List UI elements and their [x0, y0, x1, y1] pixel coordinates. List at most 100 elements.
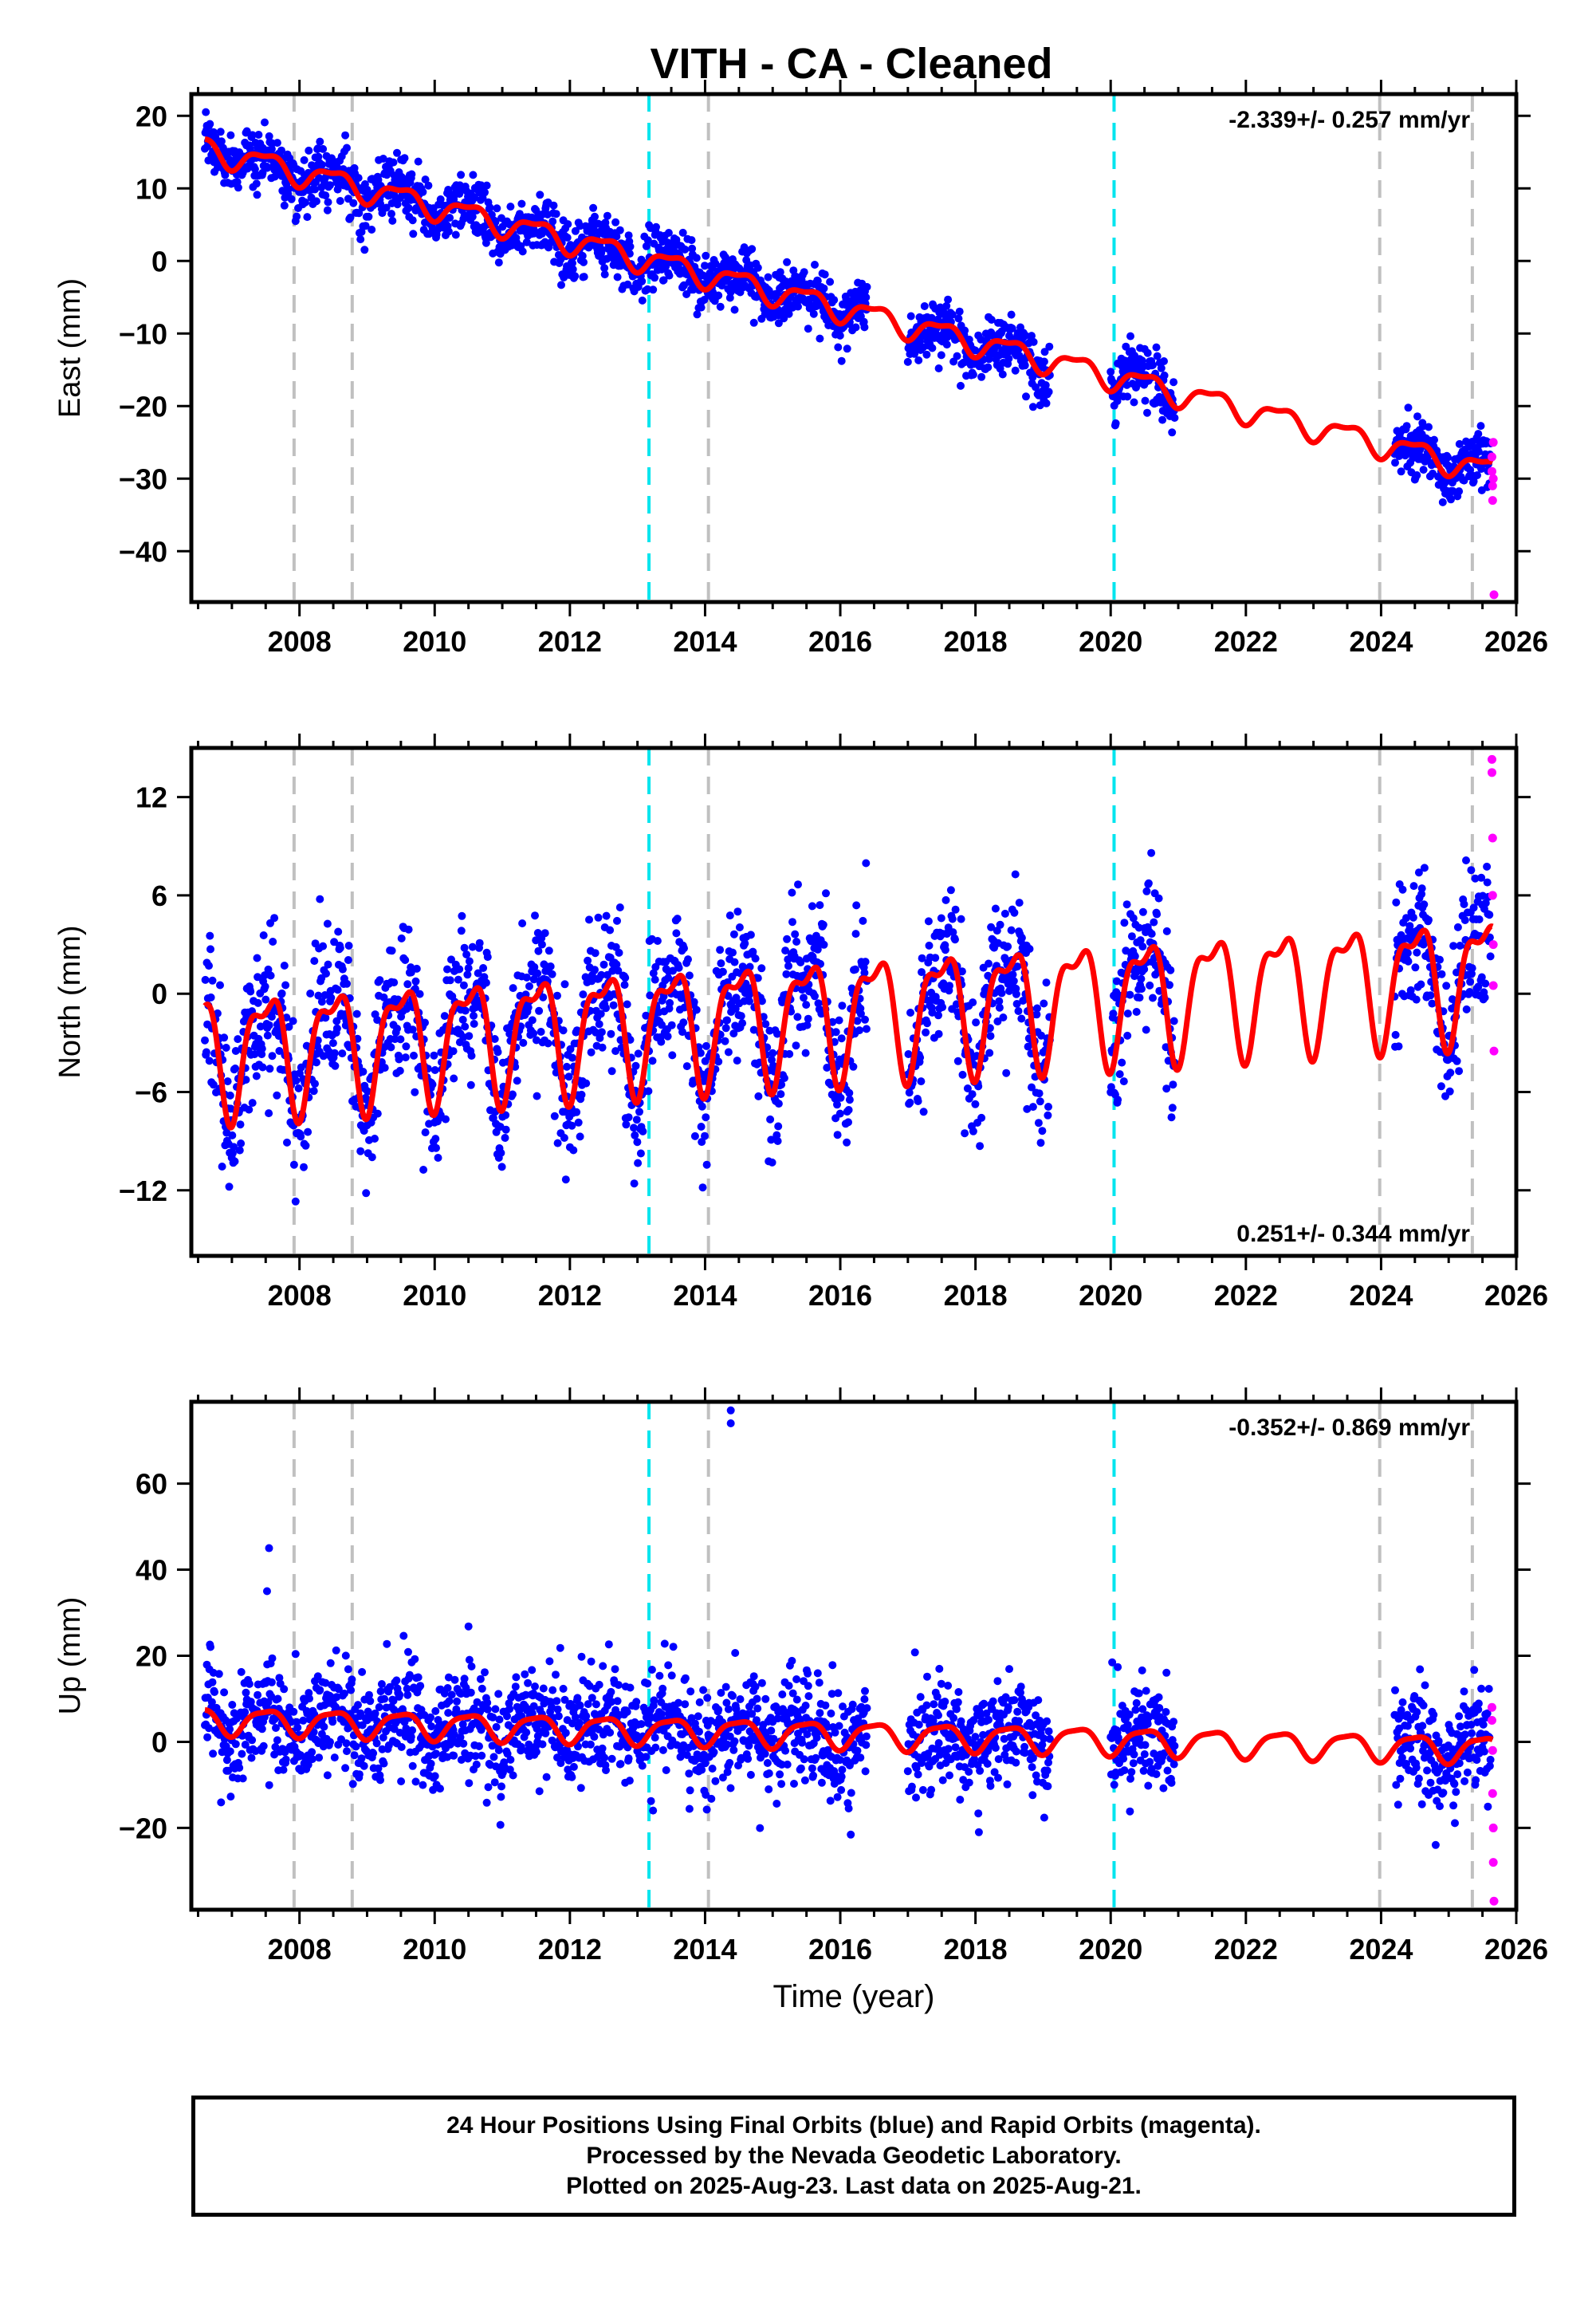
data-point: [595, 1680, 603, 1689]
data-point: [536, 191, 544, 199]
data-point: [556, 1643, 564, 1652]
data-point: [639, 1127, 647, 1135]
data-point: [209, 1749, 218, 1758]
data-point: [446, 214, 454, 222]
data-point: [585, 915, 593, 924]
data-point: [568, 1773, 576, 1781]
data-point: [497, 1148, 505, 1157]
data-point: [289, 1017, 297, 1025]
data-point: [1017, 1014, 1026, 1023]
data-point: [511, 1682, 520, 1691]
data-point: [633, 1138, 642, 1147]
data-point: [1167, 1113, 1176, 1122]
data-point: [414, 157, 423, 166]
data-point: [462, 950, 471, 958]
data-point: [1010, 908, 1019, 917]
data-point: [553, 1705, 562, 1714]
data-point: [427, 1722, 436, 1731]
x-tick-label: 2018: [944, 625, 1008, 658]
data-point: [820, 940, 828, 949]
data-point: [1118, 1058, 1126, 1067]
data-point: [591, 966, 599, 974]
data-point: [632, 1698, 641, 1706]
data-point: [293, 1723, 302, 1732]
data-point: [780, 1074, 788, 1082]
data-point: [1462, 856, 1470, 864]
data-point: [407, 170, 416, 179]
data-point: [986, 1032, 995, 1041]
data-point: [369, 1749, 378, 1757]
data-point: [606, 926, 615, 935]
data-point: [528, 1666, 537, 1675]
data-point: [843, 1138, 851, 1147]
data-point: [672, 929, 681, 938]
final-orbit-points: [201, 848, 1495, 1206]
data-point: [427, 1759, 435, 1768]
data-point: [1417, 980, 1425, 989]
data-point: [349, 199, 358, 207]
data-point: [717, 959, 725, 968]
data-point: [576, 1132, 584, 1141]
x-tick-label: 2026: [1484, 1279, 1548, 1312]
data-point: [766, 1115, 775, 1124]
data-point: [305, 146, 313, 155]
data-point: [1483, 862, 1492, 871]
data-point: [261, 982, 269, 991]
data-point: [457, 927, 466, 935]
data-point: [356, 235, 365, 244]
data-point: [545, 1657, 554, 1666]
data-point: [800, 994, 808, 1002]
data-point: [280, 201, 289, 210]
data-point: [522, 973, 531, 982]
data-point: [563, 234, 572, 242]
data-point: [344, 956, 352, 964]
data-point: [1012, 990, 1020, 998]
data-point: [793, 1013, 802, 1021]
y-axis-label: East (mm): [53, 278, 87, 418]
data-point: [998, 370, 1007, 379]
data-point: [602, 911, 611, 920]
data-point: [1022, 392, 1030, 401]
data-point: [263, 163, 272, 172]
data-point: [1409, 913, 1417, 922]
data-point: [701, 1131, 709, 1140]
data-point: [774, 1122, 783, 1131]
data-point: [941, 895, 950, 904]
data-point: [524, 1678, 533, 1687]
data-point: [788, 918, 796, 927]
data-point: [651, 1743, 660, 1752]
data-point: [430, 1772, 439, 1781]
data-point: [863, 282, 871, 291]
data-point: [1398, 885, 1407, 894]
data-point: [315, 1753, 324, 1762]
data-point: [248, 1736, 257, 1745]
data-point: [851, 323, 860, 332]
data-point: [625, 250, 634, 258]
data-point: [674, 963, 683, 972]
data-point: [667, 1671, 676, 1680]
data-point: [995, 1003, 1004, 1012]
data-point: [218, 144, 227, 152]
data-point: [819, 920, 827, 929]
data-point: [210, 1688, 218, 1696]
data-point: [554, 1712, 563, 1721]
data-point: [277, 989, 286, 998]
data-point: [226, 1747, 234, 1756]
data-point: [519, 1038, 528, 1047]
data-point: [310, 957, 319, 966]
data-point: [395, 1066, 404, 1075]
data-point: [768, 1158, 776, 1167]
data-point: [559, 1684, 568, 1693]
data-point: [753, 263, 762, 272]
data-point: [785, 1049, 794, 1058]
data-point: [764, 273, 772, 281]
data-point: [1162, 927, 1171, 935]
data-point: [844, 1118, 852, 1127]
data-point: [569, 1762, 578, 1771]
data-point: [1169, 1080, 1177, 1089]
data-point: [774, 319, 783, 328]
data-point: [1028, 1103, 1037, 1112]
data-point: [267, 1013, 276, 1021]
rapid-orbit-point: [1488, 981, 1498, 990]
data-point: [548, 217, 557, 226]
